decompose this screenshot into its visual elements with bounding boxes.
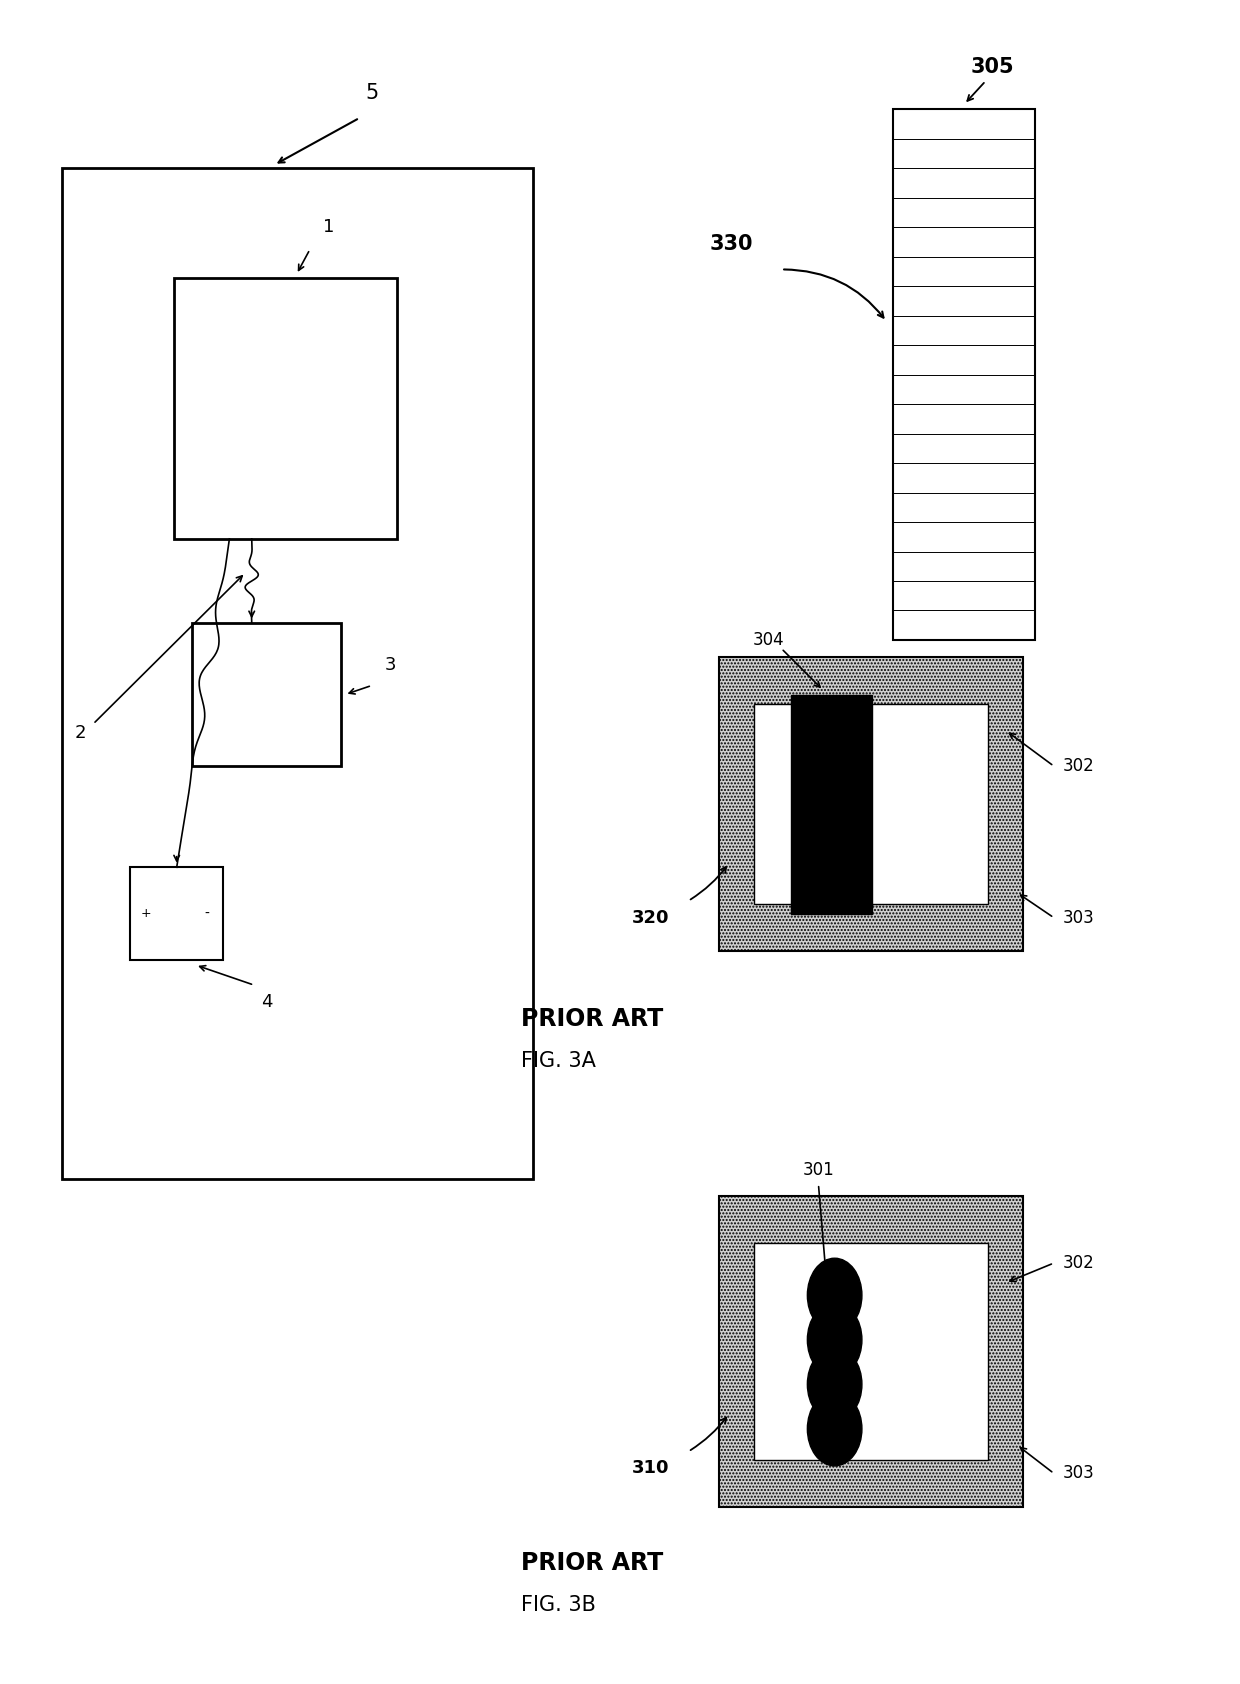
- Bar: [719, 1196, 1023, 1507]
- Bar: [893, 109, 1035, 640]
- Bar: [130, 867, 223, 960]
- Ellipse shape: [807, 1347, 862, 1421]
- Text: 1: 1: [322, 219, 335, 236]
- Text: 301: 301: [802, 1162, 835, 1179]
- Ellipse shape: [807, 1303, 862, 1378]
- Text: -: -: [205, 906, 210, 921]
- Bar: [192, 623, 341, 766]
- Bar: [62, 168, 533, 1179]
- Bar: [719, 657, 1023, 951]
- Ellipse shape: [807, 1258, 862, 1332]
- Text: 302: 302: [1063, 1255, 1095, 1271]
- Text: PRIOR ART: PRIOR ART: [521, 1007, 663, 1031]
- Text: 310: 310: [632, 1460, 670, 1477]
- Text: 304: 304: [753, 632, 785, 648]
- Text: FIG. 3A: FIG. 3A: [521, 1051, 595, 1071]
- Bar: [174, 278, 397, 539]
- Text: 3: 3: [384, 657, 397, 674]
- Ellipse shape: [807, 1391, 862, 1465]
- Text: 303: 303: [1063, 909, 1095, 926]
- Text: FIG. 3B: FIG. 3B: [521, 1595, 595, 1615]
- Text: 320: 320: [632, 909, 670, 926]
- Text: 4: 4: [260, 994, 273, 1010]
- Text: 2: 2: [74, 724, 87, 741]
- Bar: [754, 1243, 988, 1460]
- Bar: [791, 695, 872, 914]
- Text: 305: 305: [970, 57, 1014, 77]
- Text: +: +: [141, 908, 151, 919]
- Text: 303: 303: [1063, 1465, 1095, 1482]
- Text: 330: 330: [709, 234, 754, 254]
- Text: PRIOR ART: PRIOR ART: [521, 1551, 663, 1575]
- Text: 5: 5: [366, 83, 378, 103]
- Text: 302: 302: [1063, 758, 1095, 775]
- Bar: [754, 704, 988, 904]
